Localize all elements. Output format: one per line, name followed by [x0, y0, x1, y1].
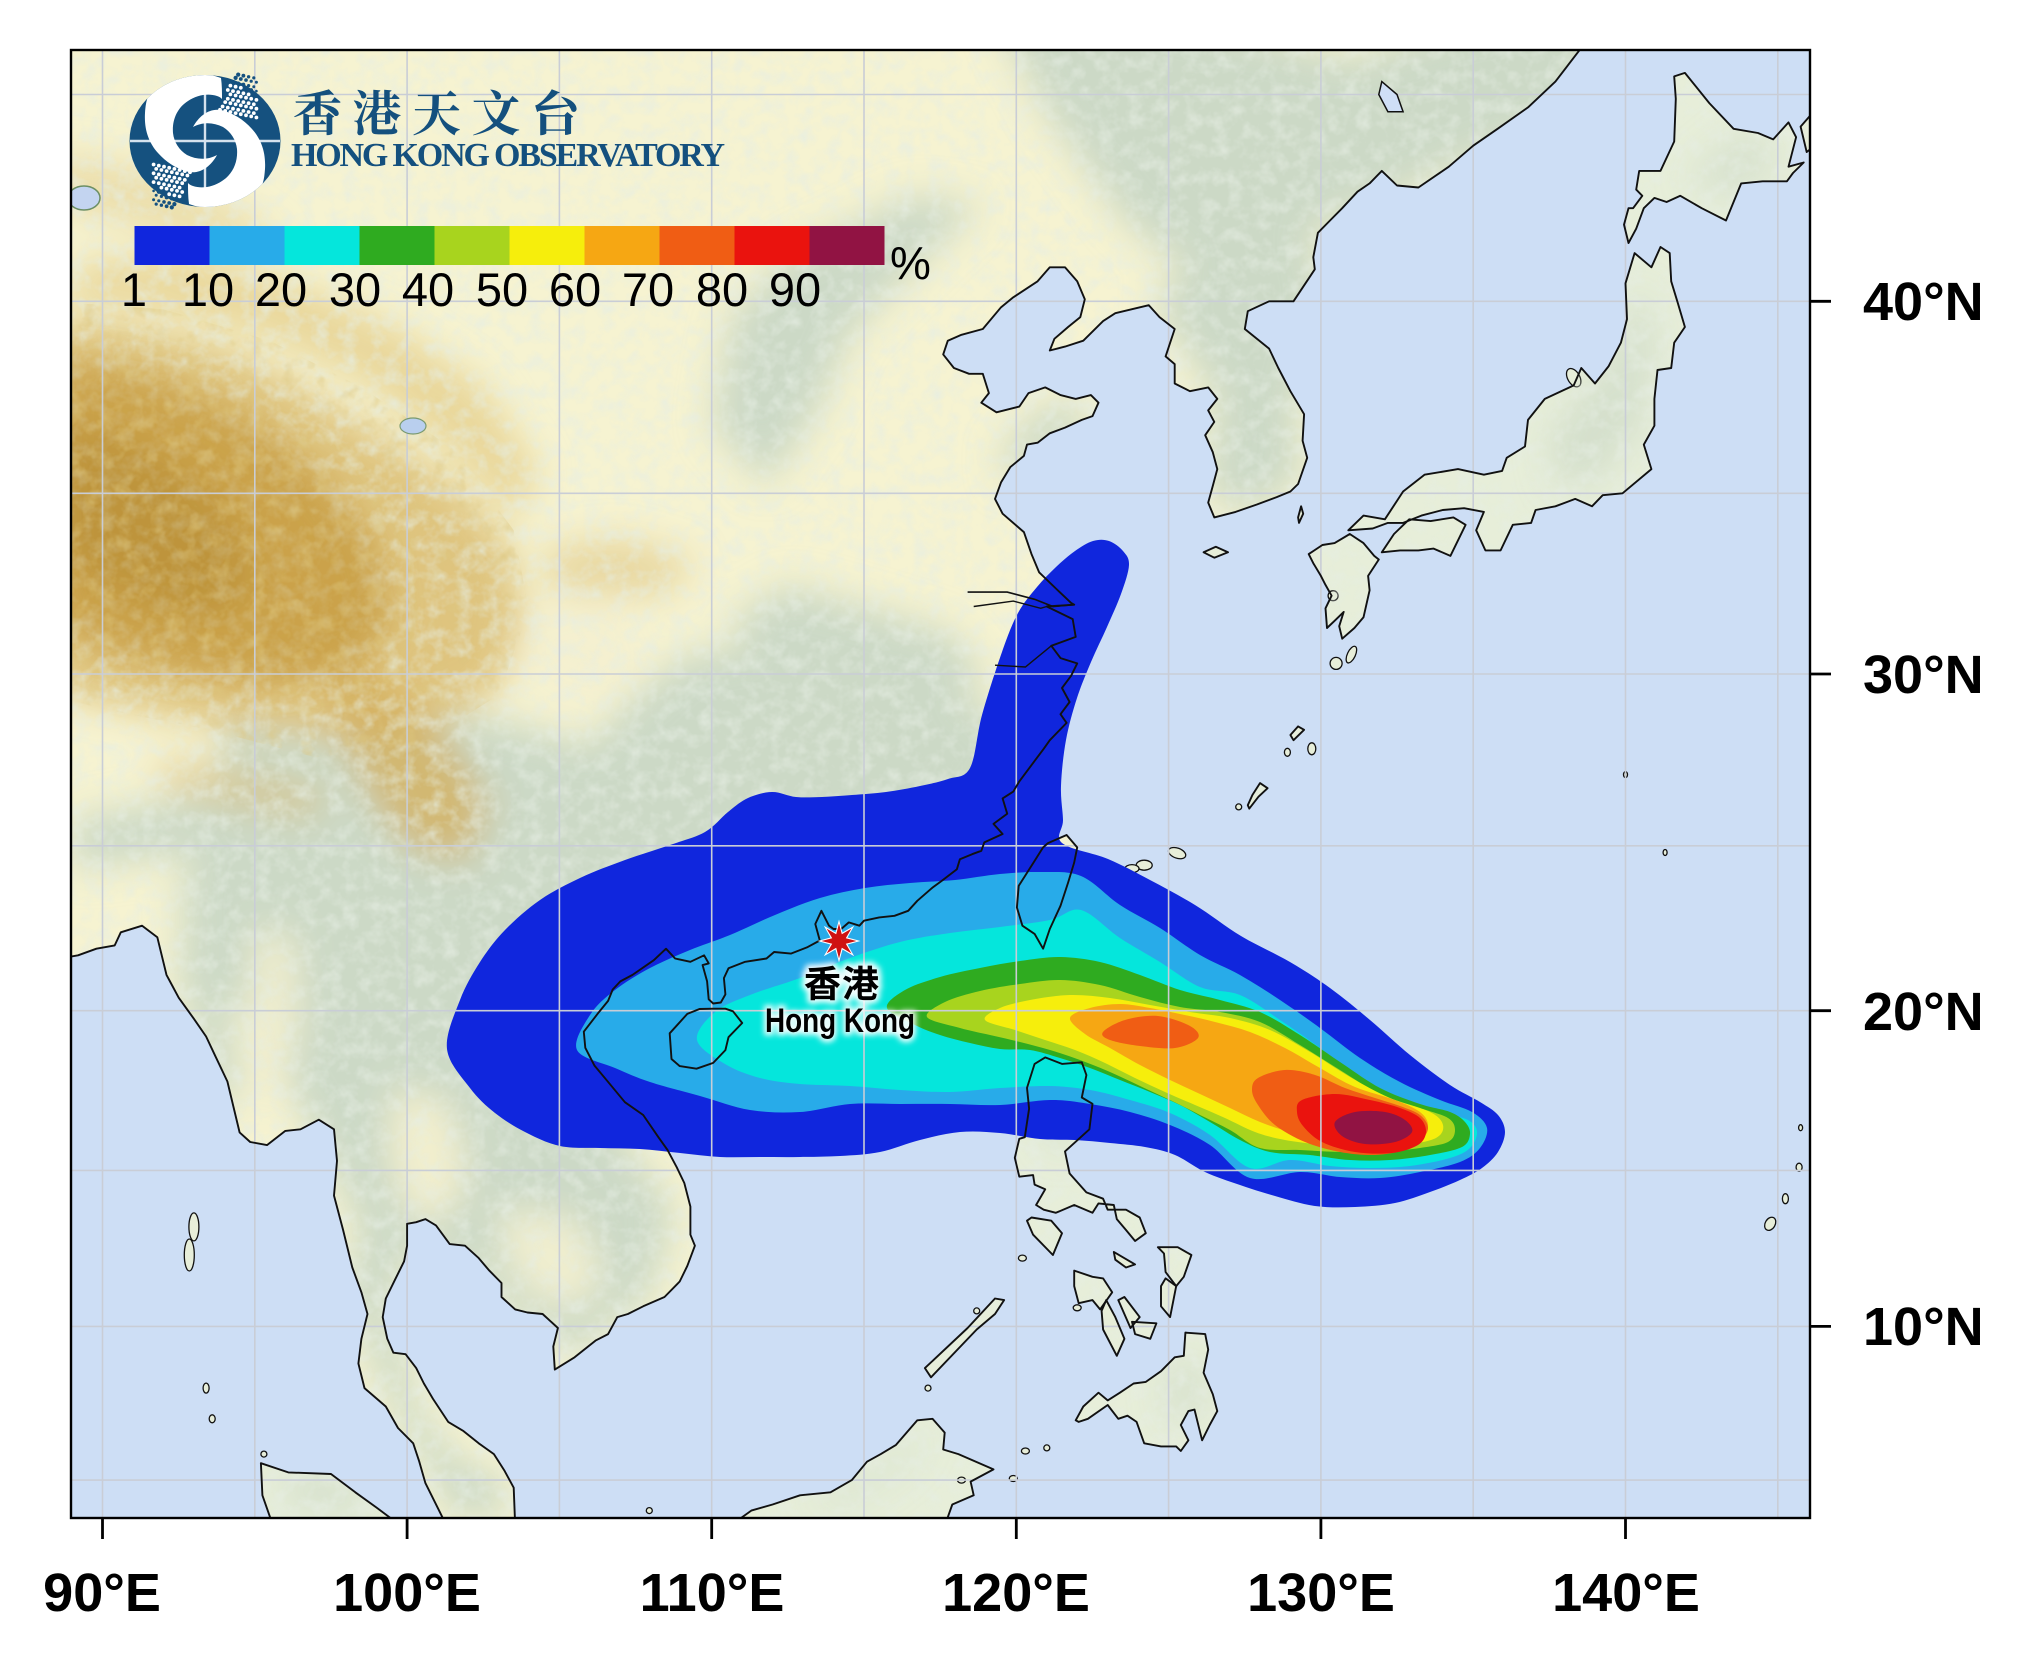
svg-text:%: %	[890, 237, 931, 289]
svg-text:HONG KONG OBSERVATORY: HONG KONG OBSERVATORY	[291, 137, 725, 174]
svg-text:70: 70	[622, 263, 674, 316]
svg-text:10°N: 10°N	[1863, 1297, 1984, 1357]
svg-text:80: 80	[696, 263, 748, 316]
svg-text:40: 40	[402, 263, 454, 316]
svg-text:30: 30	[329, 263, 381, 316]
svg-text:50: 50	[476, 263, 528, 316]
svg-text:140°E: 140°E	[1552, 1563, 1700, 1623]
svg-text:90°E: 90°E	[43, 1563, 161, 1623]
svg-text:60: 60	[549, 263, 601, 316]
svg-text:100°E: 100°E	[333, 1563, 481, 1623]
svg-text:20°N: 20°N	[1863, 982, 1984, 1042]
svg-text:120°E: 120°E	[942, 1563, 1090, 1623]
svg-text:Hong Kong: Hong Kong	[765, 1002, 915, 1040]
svg-text:Hong Kong: Hong Kong	[765, 1002, 915, 1040]
svg-text:10: 10	[182, 263, 234, 316]
svg-text:130°E: 130°E	[1247, 1563, 1395, 1623]
svg-text:20: 20	[255, 263, 307, 316]
svg-text:1: 1	[121, 263, 147, 316]
svg-text:90: 90	[769, 263, 821, 316]
svg-text:40°N: 40°N	[1863, 272, 1984, 332]
svg-text:110°E: 110°E	[640, 1563, 785, 1623]
svg-text:30°N: 30°N	[1863, 645, 1984, 705]
